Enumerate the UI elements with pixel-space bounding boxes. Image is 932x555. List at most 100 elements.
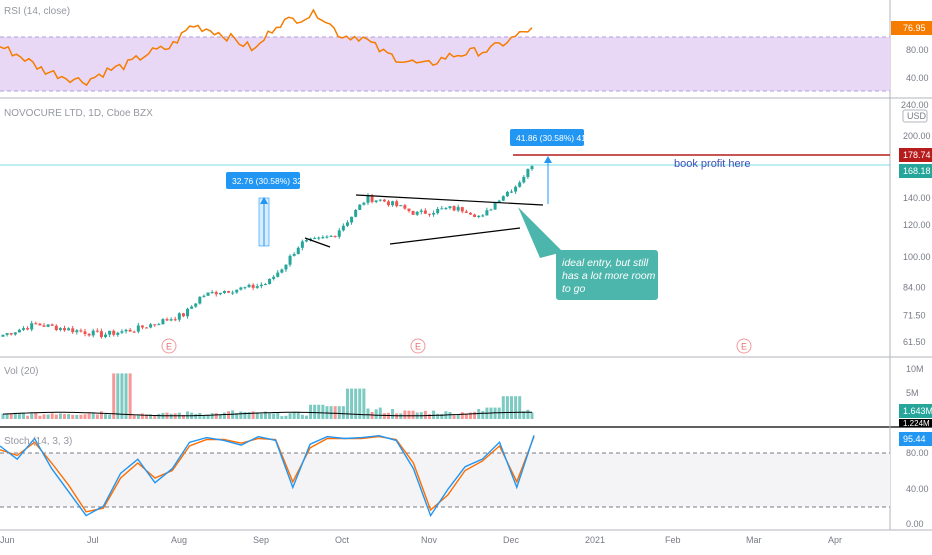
candle-body (243, 287, 246, 288)
entry-note-line-3: to go (562, 283, 586, 295)
volume-bar (289, 413, 292, 419)
volume-bar (243, 412, 246, 419)
candle-body (444, 208, 447, 209)
stoch-pane[interactable]: Stoch (14, 3, 3) 80.00 40.00 0.00 95.44 (0, 432, 932, 529)
volume-bar (104, 414, 107, 419)
volume-bar (301, 415, 304, 419)
candle-body (391, 201, 394, 205)
volume-bar (284, 416, 287, 419)
entry-note-line-2: has a lot more room (562, 270, 656, 282)
candle-body (239, 287, 242, 289)
price-pane[interactable]: NOVOCURE LTD, 1D, Cboe BZX 240.00 USD 20… (0, 100, 932, 353)
candle-body (301, 241, 304, 247)
volume-pane[interactable]: Vol (20) 10M 5M 1.643M 1.224M (2, 364, 932, 428)
candle-body (325, 237, 328, 238)
volume-bar (461, 412, 464, 419)
candle-body (79, 330, 82, 331)
candle-body (100, 331, 103, 337)
candle-body (55, 326, 58, 330)
price-scale-top: 240.00 (901, 100, 929, 110)
candle-body (465, 211, 468, 212)
volume-bar (51, 413, 54, 419)
candle-body (26, 328, 29, 329)
candle-body (461, 207, 464, 211)
time-label-2021: 2021 (585, 535, 605, 545)
candle-body (145, 327, 148, 328)
volume-bar (321, 405, 324, 419)
stoch-tick-0: 0.00 (906, 519, 924, 529)
candle-body (416, 212, 419, 215)
time-label-jun: Jun (0, 535, 15, 545)
candle-body (436, 209, 439, 213)
rsi-last-value: 76.95 (903, 23, 926, 33)
time-label-apr: Apr (828, 535, 842, 545)
volume-bar (481, 411, 484, 419)
volume-bar (108, 415, 111, 419)
volume-bar (67, 414, 70, 419)
volume-bar (30, 413, 33, 419)
candle-body (59, 328, 62, 330)
volume-bar (100, 411, 103, 419)
candle-body (305, 240, 308, 241)
candle-body (182, 313, 185, 316)
time-label-mar: Mar (746, 535, 762, 545)
pennant-lower-trendline[interactable] (390, 228, 520, 244)
candle-body (174, 319, 177, 320)
candle-body (420, 211, 423, 212)
volume-bar (391, 409, 394, 419)
stoch-last-value: 95.44 (903, 434, 926, 444)
stoch-band (0, 453, 890, 507)
flag-trendline[interactable] (305, 238, 330, 247)
volume-bar (280, 416, 283, 419)
candle-body (149, 324, 152, 327)
price-tick: 140.00 (903, 193, 931, 203)
volume-bar (342, 406, 345, 419)
candle-body (88, 334, 91, 335)
candle-body (133, 332, 136, 333)
candle-body (428, 214, 431, 215)
volume-bar (38, 416, 41, 419)
candle-body (354, 210, 357, 217)
candle-body (457, 207, 460, 210)
time-axis[interactable]: Jun Jul Aug Sep Oct Nov Dec 2021 Feb Mar… (0, 535, 842, 545)
candle-body (227, 291, 230, 293)
rsi-band (0, 37, 890, 91)
candle-body (412, 211, 415, 215)
candlesticks (2, 165, 534, 338)
candle-body (84, 331, 87, 334)
candle-body (350, 217, 353, 223)
price-tick: 100.00 (903, 252, 931, 262)
candle-body (2, 335, 5, 337)
volume-bar (498, 408, 501, 419)
candle-body (485, 210, 488, 215)
volume-bar (526, 410, 529, 419)
candle-body (342, 226, 345, 231)
volume-bar (330, 406, 333, 419)
candle-body (194, 304, 197, 307)
candle-body (256, 286, 259, 288)
volume-bar (96, 414, 99, 419)
volume-bar (383, 413, 386, 419)
volume-bar (338, 406, 341, 419)
price-pane-title: NOVOCURE LTD, 1D, Cboe BZX (4, 108, 153, 119)
volume-bar (510, 396, 513, 419)
volume-bar (260, 414, 263, 419)
candle-body (407, 209, 410, 211)
candle-body (469, 213, 472, 215)
candle-body (129, 330, 132, 332)
candle-body (330, 236, 333, 237)
volume-bar (239, 412, 242, 419)
candle-body (489, 210, 492, 211)
volume-bar (227, 411, 230, 419)
volume-bar (34, 412, 37, 419)
candle-body (207, 293, 210, 296)
volume-bar (133, 415, 136, 419)
volume-bar (276, 412, 279, 419)
candle-body (30, 323, 33, 329)
volume-bar (223, 413, 226, 419)
candle-body (108, 331, 111, 335)
rsi-pane[interactable]: RSI (14, close) 80.00 40.00 76.95 (0, 6, 932, 91)
volume-bar (84, 414, 87, 419)
